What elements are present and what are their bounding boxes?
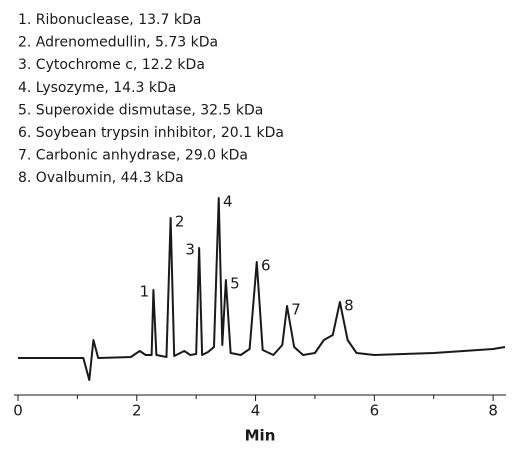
peak-label: 1 (140, 283, 150, 301)
x-tick-label: 8 (488, 402, 498, 420)
trace (18, 197, 506, 381)
legend-item: 6. Soybean trypsin inhibitor, 20.1 kDa (18, 125, 284, 141)
peak-label: 2 (175, 213, 185, 231)
legend-item: 8. Ovalbumin, 44.3 kDa (18, 170, 184, 186)
peak-label: 6 (261, 257, 271, 275)
peak-label: 5 (230, 275, 240, 293)
peak-label: 8 (344, 297, 354, 315)
peak-label: 7 (291, 301, 301, 319)
peak-label: 3 (185, 241, 195, 259)
legend-item: 1. Ribonuclease, 13.7 kDa (18, 12, 201, 28)
x-tick-label: 6 (370, 402, 380, 420)
peak-label: 4 (223, 193, 233, 211)
legend-item: 2. Adrenomedullin, 5.73 kDa (18, 35, 218, 51)
legend-item: 7. Carbonic anhydrase, 29.0 kDa (18, 148, 248, 164)
legend-item: 5. Superoxide dismutase, 32.5 kDa (18, 102, 263, 118)
x-tick-label: 0 (13, 402, 23, 420)
x-tick-label: 4 (251, 402, 261, 420)
legend-item: 4. Lysozyme, 14.3 kDa (18, 80, 176, 96)
x-tick-label: 2 (132, 402, 142, 420)
x-axis-label: Min (245, 427, 276, 445)
legend-item: 3. Cytochrome c, 12.2 kDa (18, 57, 205, 73)
